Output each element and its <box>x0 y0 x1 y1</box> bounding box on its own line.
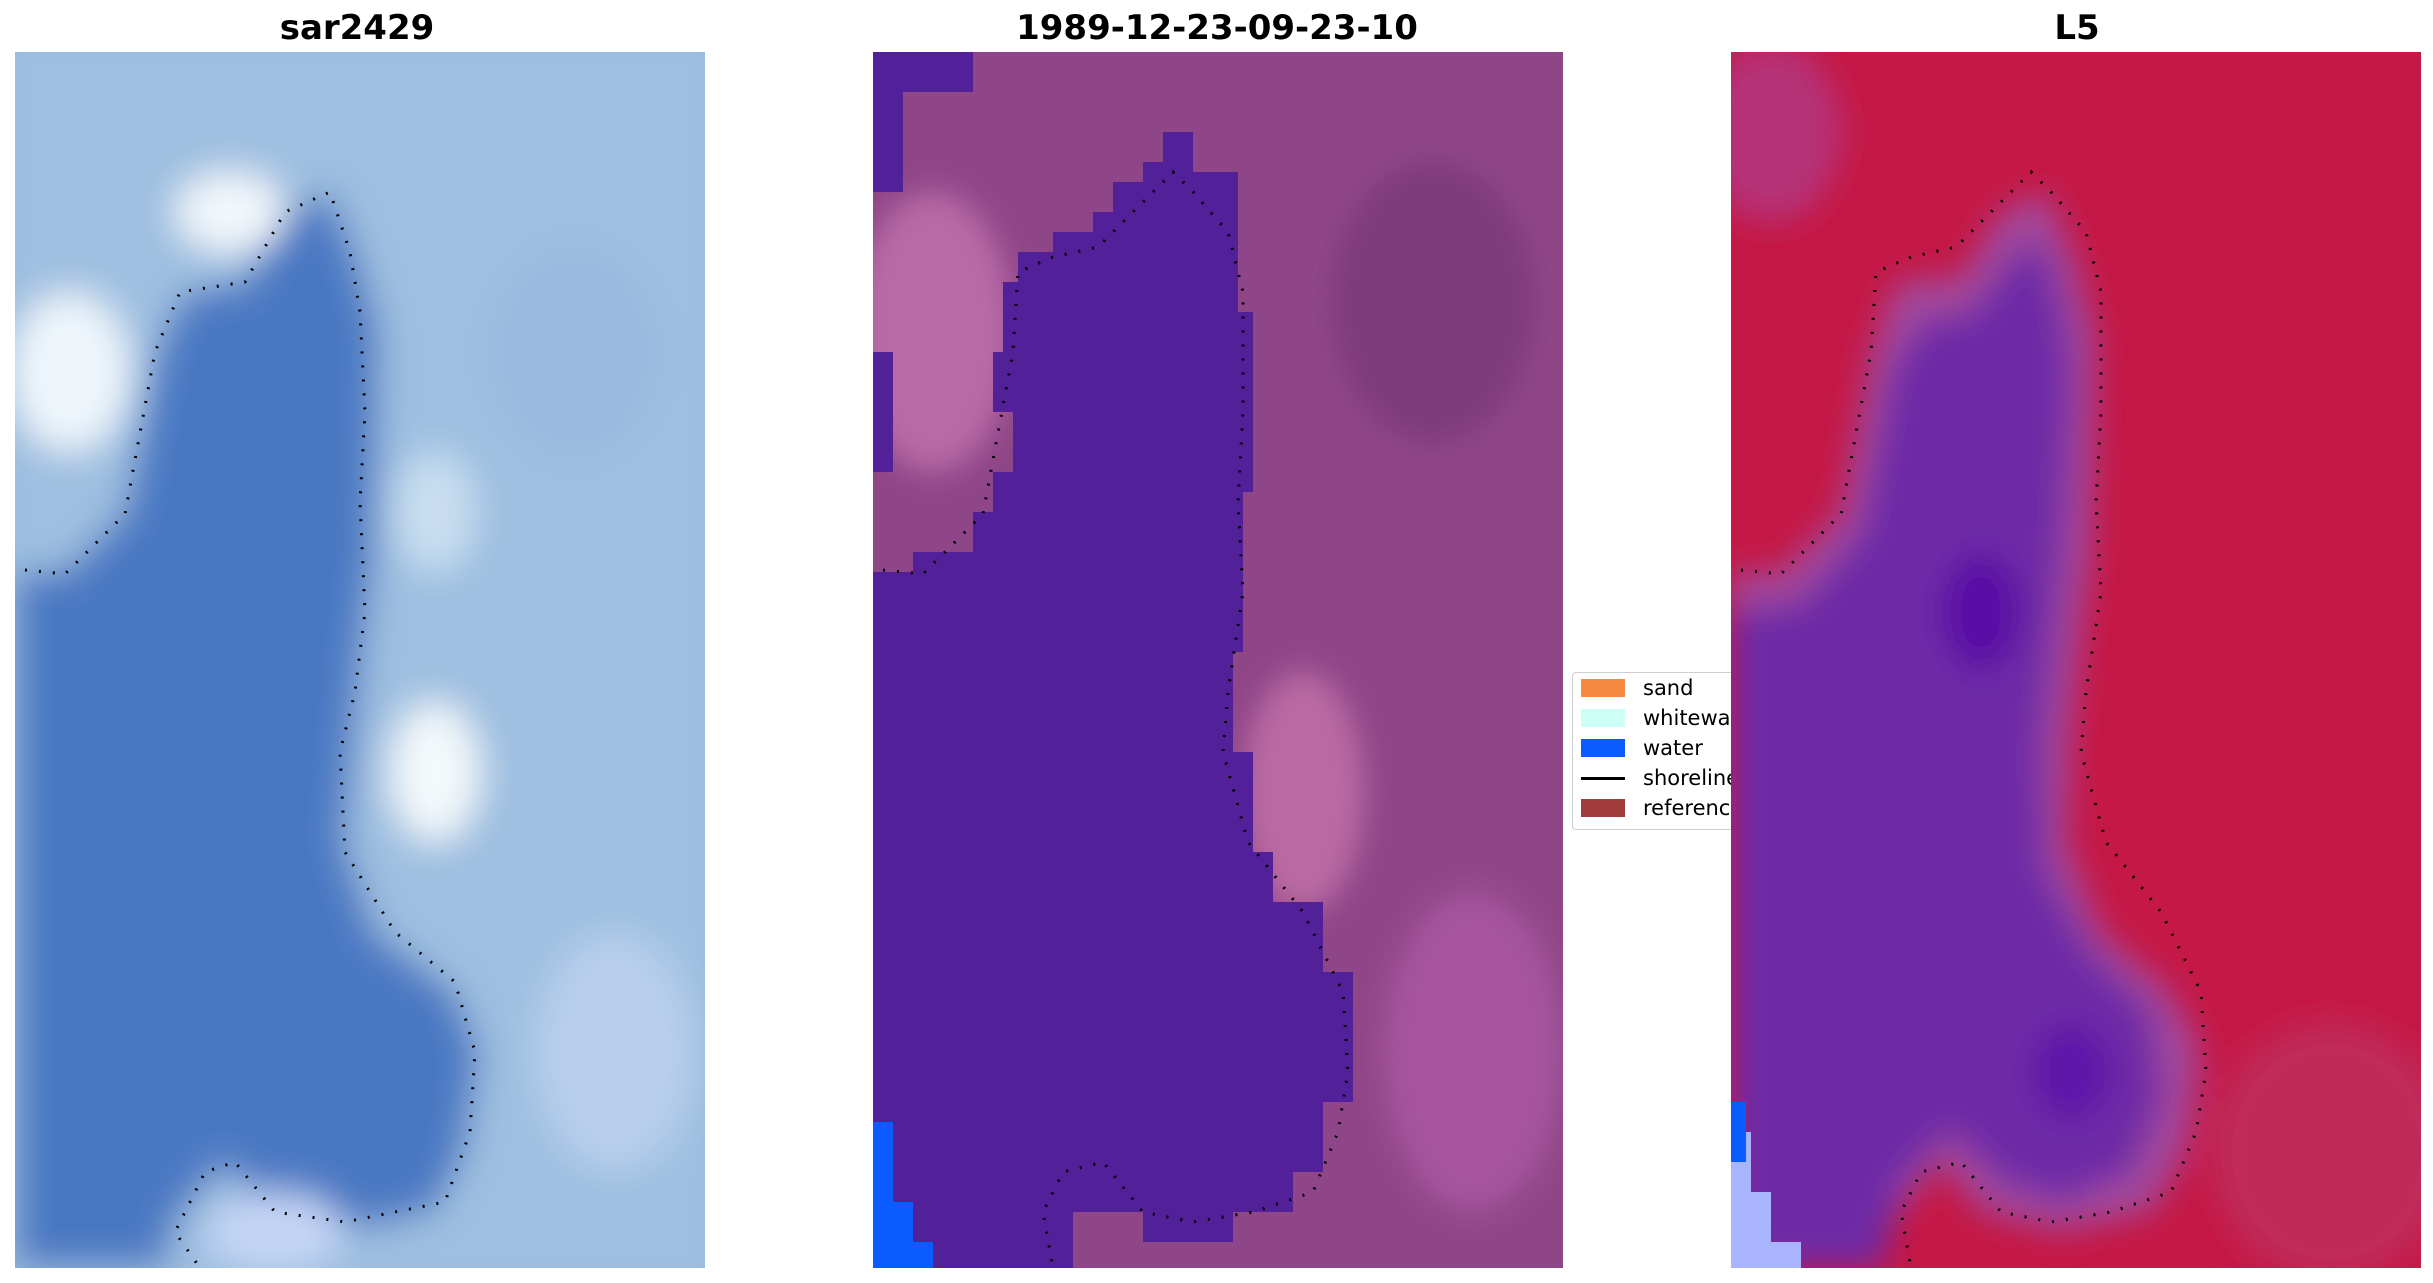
class-water-edge <box>873 352 893 472</box>
index-blue-patch <box>1731 1132 1801 1268</box>
rgb-whitewater-4 <box>395 452 475 572</box>
title-sar2429: sar2429 <box>279 8 435 48</box>
rgb-water-area <box>15 192 480 1268</box>
class-water-corner <box>873 52 973 192</box>
whitewater-swatch <box>1581 709 1625 727</box>
index-land-pink <box>2211 1022 2421 1268</box>
title-l5: L5 <box>2054 8 2100 48</box>
class-water-area <box>873 132 1353 1268</box>
classified-image <box>873 52 1563 1268</box>
legend-label: reference <box>1643 796 1732 820</box>
legend-label: whitewat <box>1643 706 1732 730</box>
rgb-whitewater-5 <box>205 1192 345 1268</box>
legend-item-whitewater: whitewat <box>1581 703 1732 733</box>
class-land-light-1 <box>873 192 1013 472</box>
classified-image-panel <box>873 52 1563 1268</box>
index-deep-water <box>1941 552 2021 672</box>
legend-item-water: water <box>1581 733 1703 763</box>
reference-swatch <box>1581 799 1625 817</box>
index-water-area <box>1731 242 2161 1268</box>
rgb-sand-patch <box>485 242 665 462</box>
index-image <box>1731 52 2421 1268</box>
rgb-image-panel <box>15 52 705 1268</box>
index-deep-water-2 <box>2031 1022 2111 1122</box>
rgb-whitewater-2 <box>15 292 130 452</box>
rgb-whitewater-1 <box>175 172 285 252</box>
title-date: 1989-12-23-09-23-10 <box>1016 8 1418 48</box>
rgb-image <box>15 52 705 1268</box>
legend-item-shoreline: shoreline <box>1581 763 1732 793</box>
sand-swatch <box>1581 679 1625 697</box>
index-corner <box>1731 52 1841 222</box>
class-land-light-3 <box>1383 892 1563 1212</box>
water-swatch <box>1581 739 1625 757</box>
index-deep-blue-patch <box>1731 1102 1746 1162</box>
legend-item-sand: sand <box>1581 673 1693 703</box>
class-blue-patch <box>873 1122 933 1268</box>
legend: sand whitewat water shoreline reference <box>1572 672 1732 830</box>
legend-label: water <box>1643 736 1703 760</box>
index-image-panel <box>1731 52 2421 1268</box>
class-land-dark <box>1333 162 1533 442</box>
legend-label: shoreline <box>1643 766 1732 790</box>
rgb-surf-zone <box>535 932 695 1172</box>
rgb-whitewater-3 <box>390 702 480 842</box>
legend-label: sand <box>1643 676 1694 700</box>
shoreline-line-swatch <box>1581 776 1625 780</box>
legend-item-reference: reference <box>1581 793 1732 823</box>
